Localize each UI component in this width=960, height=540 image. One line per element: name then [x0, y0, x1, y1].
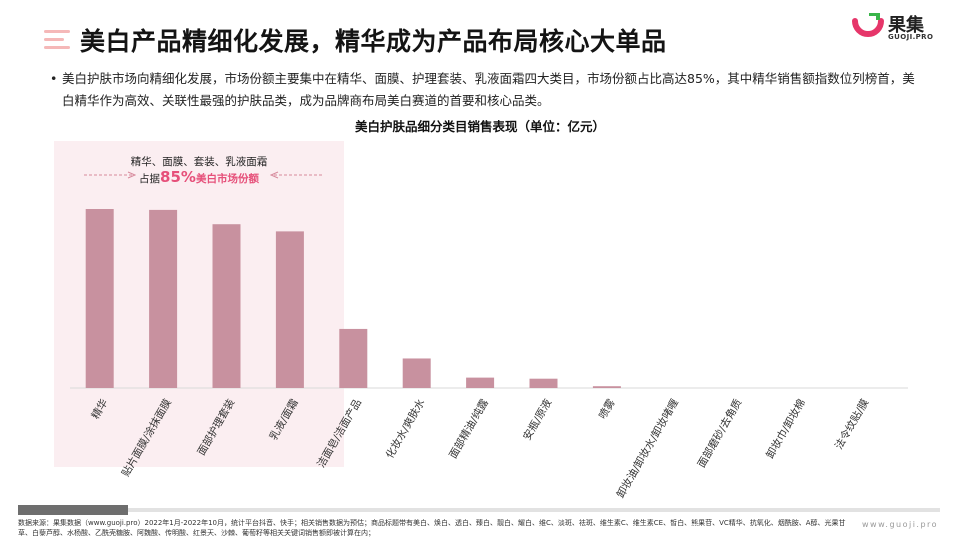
x-tick-label: 面部磨砂/去角质: [695, 397, 745, 470]
bar-9: [592, 386, 621, 388]
arrow-right-icon: [84, 171, 136, 179]
x-tick-label: 面部精油/纯露: [446, 396, 491, 461]
bar-6: [402, 358, 431, 388]
chart-title: 美白护肤品细分类目销售表现（单位：亿元）: [354, 119, 605, 134]
bar-3: [212, 224, 241, 388]
arrow-left-icon: [270, 171, 322, 179]
guoji-logo-icon: [852, 13, 884, 37]
website-url: www.guoji.pro: [862, 520, 939, 529]
bar-4: [275, 231, 304, 388]
bar-8: [529, 378, 558, 388]
highlight-prefix: 占据: [139, 173, 161, 185]
x-tick-label: 面部护理套装: [195, 396, 238, 457]
x-tick-label: 化妆水/爽肤水: [383, 396, 428, 461]
x-tick-label: 安瓶/原液: [520, 396, 554, 442]
data-source-note: 数据来源：果集数据（www.guoji.pro）2022年1月-2022年10月…: [18, 519, 846, 537]
page-progress-bar: [18, 505, 940, 515]
x-tick-label: 洁面皂/洁面产品: [314, 397, 364, 470]
x-tick-label: 法令纹贴/膜: [832, 396, 872, 451]
x-tick-label: 精华: [89, 397, 111, 422]
highlight-suffix: 美白市场份额: [195, 173, 259, 185]
bar-1: [85, 209, 114, 388]
summary-paragraph: • 美白护肤市场向精细化发展，市场份额主要集中在精华、面膜、护理套装、乳液面霜四…: [50, 68, 922, 112]
brand-logo: 果集 GUOJI.PRO: [852, 11, 944, 45]
bar-7: [466, 377, 495, 388]
progress-indicator: [18, 505, 128, 515]
progress-track: [18, 508, 940, 512]
highlight-share: 占据85%美白市场份额: [54, 168, 344, 186]
x-tick-label: 贴片面膜/涂抹面膜: [119, 396, 174, 479]
x-tick-label: 卸妆巾/卸妆棉: [763, 397, 808, 461]
page-title: 美白产品精细化发展，精华成为产品布局核心大单品: [80, 27, 667, 56]
bullet-icon: •: [50, 71, 58, 86]
highlight-categories: 精华、面膜、套装、乳液面霜: [130, 156, 268, 168]
logo-name: 果集: [888, 15, 924, 36]
x-tick-label: 乳液/面霜: [267, 397, 301, 443]
bar-5: [339, 328, 368, 388]
bar-2: [149, 209, 178, 388]
title-decoration: [44, 30, 70, 54]
x-tick-label: 卸妆油/卸妆水/卸妆啫喱: [614, 396, 682, 500]
highlight-percent: 85%: [160, 168, 196, 186]
summary-text: 美白护肤市场向精细化发展，市场份额主要集中在精华、面膜、护理套装、乳液面霜四大类…: [62, 71, 915, 108]
logo-domain: GUOJI.PRO: [888, 33, 934, 41]
x-tick-label: 喷雾: [597, 397, 618, 422]
